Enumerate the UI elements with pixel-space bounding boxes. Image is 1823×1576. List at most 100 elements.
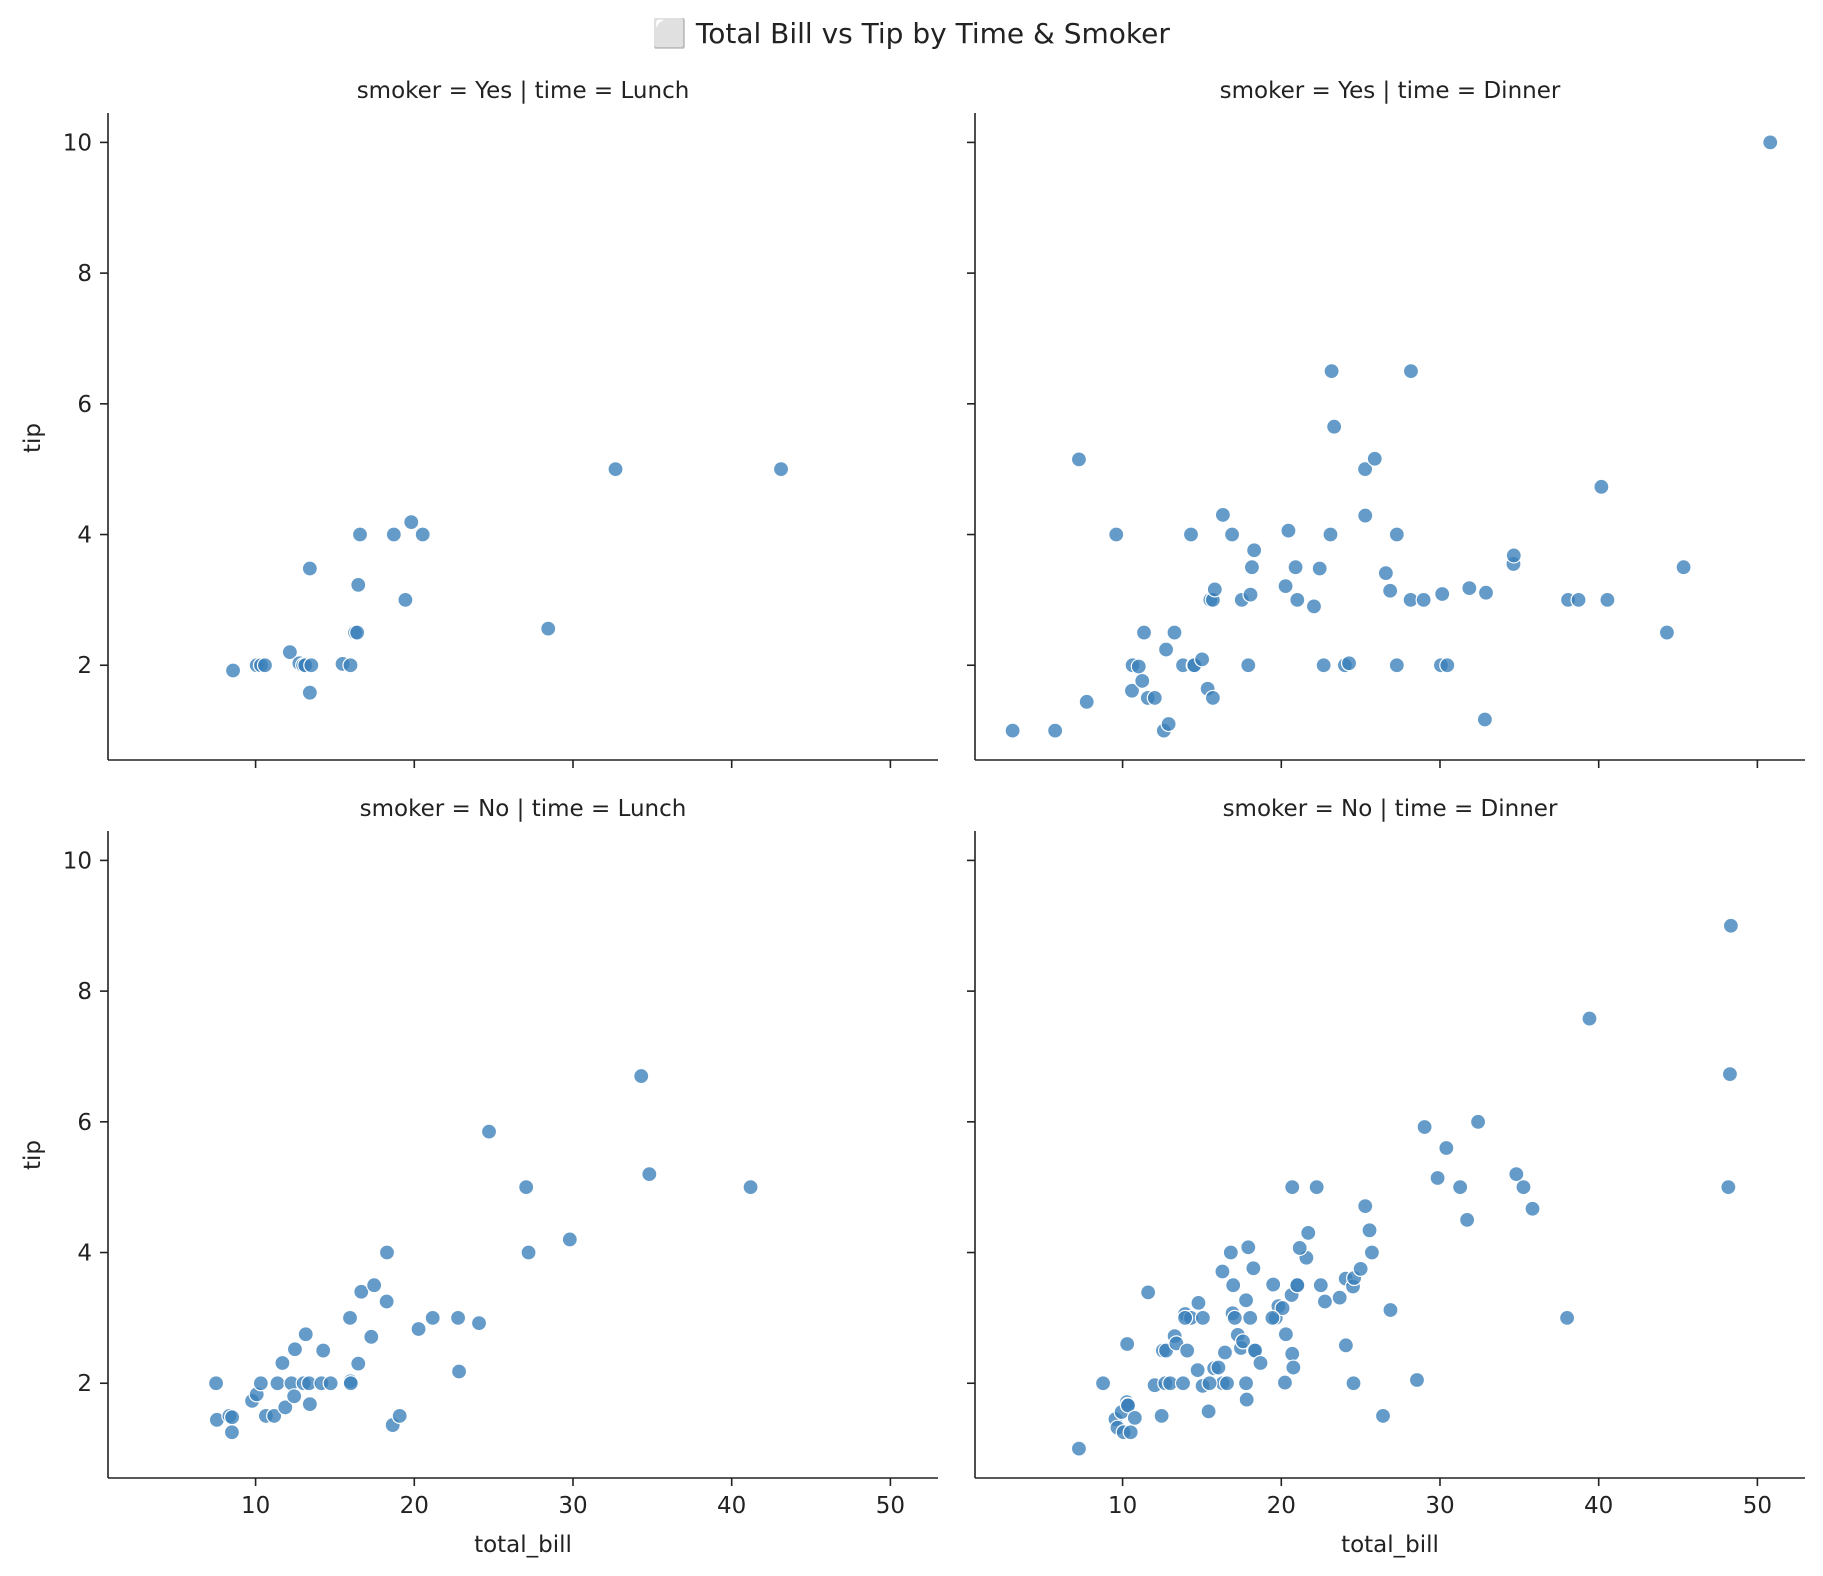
x-tick-label: 10 — [241, 1493, 270, 1519]
scatter-point — [1141, 1285, 1156, 1300]
scatter-point — [1123, 1425, 1138, 1440]
scatter-point — [379, 1294, 394, 1309]
scatter-point — [1243, 1310, 1258, 1325]
scatter-point — [1309, 1180, 1324, 1195]
scatter-point — [1332, 1290, 1347, 1305]
y-tick-label: 4 — [77, 1241, 92, 1267]
y-tick-label: 6 — [77, 1110, 92, 1136]
scatter-point — [1462, 581, 1477, 596]
scatter-point — [743, 1180, 758, 1195]
scatter-point — [1178, 1310, 1193, 1325]
scatter-point — [1471, 1114, 1486, 1129]
scatter-point — [1582, 1011, 1597, 1026]
scatter-point — [1439, 1140, 1454, 1155]
scatter-point — [1266, 1277, 1281, 1292]
scatter-point — [1362, 1223, 1377, 1238]
scatter-point — [343, 658, 358, 673]
scatter-point — [1460, 1212, 1475, 1227]
scatter-point — [472, 1316, 487, 1331]
scatter-point — [1389, 658, 1404, 673]
scatter-point — [1079, 694, 1094, 709]
scatter-point — [350, 625, 365, 640]
y-tick-label: 8 — [77, 261, 92, 287]
scatter-point — [1215, 507, 1230, 522]
scatter-point — [1353, 1261, 1368, 1276]
scatter-point — [1207, 582, 1222, 597]
scatter-point — [353, 527, 368, 542]
scatter-point — [1239, 1392, 1254, 1407]
scatter-point — [1312, 561, 1327, 576]
scatter-point — [1479, 585, 1494, 600]
scatter-point — [1383, 583, 1398, 598]
scatter-point — [1205, 690, 1220, 705]
scatter-point — [302, 685, 317, 700]
scatter-point — [275, 1355, 290, 1370]
scatter-point — [209, 1376, 224, 1391]
scatter-point — [1167, 625, 1182, 640]
scatter-point — [1389, 527, 1404, 542]
scatter-point — [415, 527, 430, 542]
scatter-point — [1135, 673, 1150, 688]
scatter-point — [1525, 1201, 1540, 1216]
scatter-point — [1243, 587, 1258, 602]
scatter-point — [1227, 1310, 1242, 1325]
scatter-point — [1159, 642, 1174, 657]
scatter-point — [1594, 479, 1609, 494]
x-tick-label: 20 — [400, 1493, 429, 1519]
y-tick-label: 10 — [63, 848, 92, 874]
scatter-point — [392, 1408, 407, 1423]
scatter-point — [1440, 658, 1455, 673]
scatter-point — [1306, 599, 1321, 614]
facet-panel-smoker-no-dinner: smoker = No | time = Dinner 10 20 30 40 50 — [967, 796, 1805, 1519]
scatter-point — [1201, 1404, 1216, 1419]
x-tick-label: 40 — [717, 1493, 746, 1519]
scatter-point — [1161, 717, 1176, 732]
scatter-point — [1571, 592, 1586, 607]
scatter-point — [1137, 625, 1152, 640]
scatter-point — [1358, 1199, 1373, 1214]
scatter-point — [1346, 1376, 1361, 1391]
facet-panel-smoker-no-lunch: smoker = No | time = Lunch 2 4 6 8 10 10 20 30 4… — [63, 796, 938, 1519]
scatter-point — [1211, 1360, 1226, 1375]
scatter-point — [1147, 690, 1162, 705]
scatter-point — [367, 1278, 382, 1293]
scatter-point — [1109, 527, 1124, 542]
y-tick-label: 6 — [77, 392, 92, 418]
scatter-point — [1723, 918, 1738, 933]
scatter-point — [1217, 1345, 1232, 1360]
scatter-point — [1417, 1120, 1432, 1135]
scatter-point — [1120, 1337, 1135, 1352]
scatter-point — [1180, 1343, 1195, 1358]
scatter-point — [1191, 1295, 1206, 1310]
scatter-point — [1338, 1338, 1353, 1353]
x-tick-label: 50 — [876, 1493, 905, 1519]
scatter-point — [1215, 1264, 1230, 1279]
scatter-point — [1285, 1346, 1300, 1361]
scatter-point — [1239, 1376, 1254, 1391]
scatter-point — [1278, 579, 1293, 594]
scatter-point — [1131, 659, 1146, 674]
scatter-point — [482, 1124, 497, 1139]
x-tick-label: 10 — [1108, 1493, 1137, 1519]
scatter-point — [1453, 1180, 1468, 1195]
scatter-point — [1247, 543, 1262, 558]
scatter-point — [1202, 1376, 1217, 1391]
scatter-point — [1416, 592, 1431, 607]
scatter-point — [1378, 566, 1393, 581]
scatter-point — [253, 1376, 268, 1391]
scatter-point — [1506, 548, 1521, 563]
scatter-point — [1225, 527, 1240, 542]
scatter-point — [298, 1327, 313, 1342]
scatter-point — [287, 1389, 302, 1404]
scatter-point — [404, 515, 419, 530]
facet-title: smoker = No | time = Dinner — [1223, 796, 1558, 822]
x-tick-label: 50 — [1743, 1493, 1772, 1519]
scatter-point — [1190, 1363, 1205, 1378]
facet-title: smoker = Yes | time = Dinner — [1220, 78, 1561, 104]
scatter-point — [302, 561, 317, 576]
scatter-point — [1071, 452, 1086, 467]
y-tick-label: 2 — [77, 653, 92, 679]
scatter-point — [1253, 1355, 1268, 1370]
scatter-point — [1096, 1376, 1111, 1391]
scatter-point — [1005, 723, 1020, 738]
